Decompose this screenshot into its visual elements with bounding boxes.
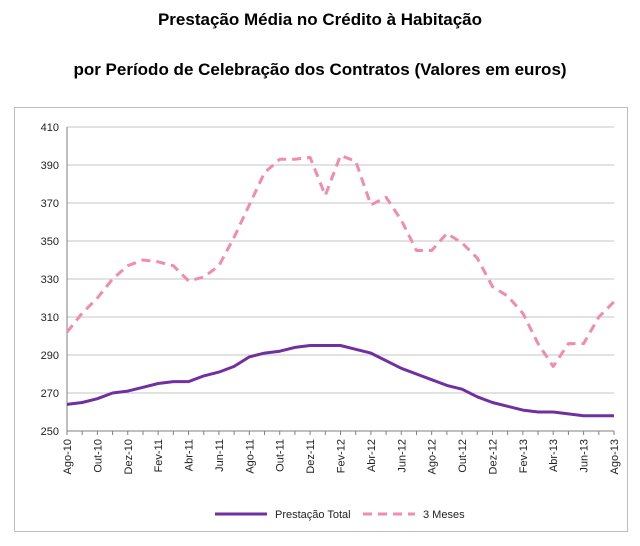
y-tick-label: 310 bbox=[41, 312, 59, 324]
y-tick-label: 390 bbox=[41, 160, 59, 172]
y-tick-label: 270 bbox=[41, 388, 59, 400]
x-tick-label: Dez-10 bbox=[123, 439, 135, 474]
y-tick-label: 370 bbox=[41, 198, 59, 210]
x-tick-label: Abr-13 bbox=[548, 439, 560, 472]
x-tick-label: Fev-12 bbox=[336, 439, 348, 473]
x-tick-label: Out-12 bbox=[457, 439, 469, 473]
x-tick-label: Jun-13 bbox=[579, 439, 591, 473]
x-tick-label: Ago-12 bbox=[427, 439, 439, 474]
chart-title-line1: Prestação Média no Crédito à Habitação bbox=[157, 10, 483, 29]
y-tick-label: 350 bbox=[41, 236, 59, 248]
x-tick-label: Dez-12 bbox=[487, 439, 499, 474]
y-tick-label: 410 bbox=[41, 122, 59, 134]
y-tick-label: 250 bbox=[41, 426, 59, 438]
x-tick-label: Out-11 bbox=[275, 439, 287, 472]
x-tick-label: Dez-11 bbox=[305, 439, 317, 474]
y-tick-label: 290 bbox=[41, 350, 59, 362]
chart-title-line2: por Período de Celebração dos Contratos … bbox=[73, 60, 567, 79]
chart-frame: 250 270 290 310 330 350 370 390 410 Ago-10 Out-10 D… bbox=[14, 107, 628, 532]
x-tick-label: Abr-12 bbox=[366, 439, 378, 472]
x-tick-label: Fev-11 bbox=[153, 439, 165, 472]
line-chart: 250 270 290 310 330 350 370 390 410 Ago-10 Out-10 D… bbox=[41, 122, 621, 521]
legend-label-3-meses: 3 Meses bbox=[423, 509, 465, 521]
x-tick-label: Abr-11 bbox=[184, 439, 196, 471]
x-tick-label: Ago-10 bbox=[62, 439, 74, 474]
legend-label-prestacao-total: Prestação Total bbox=[275, 509, 351, 521]
x-tick-label: Fev-13 bbox=[518, 439, 530, 473]
x-tick-label: Jun-12 bbox=[396, 439, 408, 473]
series-line-prestacao-total bbox=[66, 344, 614, 418]
x-tick-label: Out-10 bbox=[92, 439, 104, 473]
y-tick-label: 330 bbox=[41, 274, 59, 286]
x-tick-label: Ago-11 bbox=[244, 439, 256, 474]
series-line-3-meses bbox=[65, 154, 616, 368]
x-tick-label: Jun-11 bbox=[214, 439, 226, 472]
x-tick-label: Ago-13 bbox=[609, 439, 621, 474]
